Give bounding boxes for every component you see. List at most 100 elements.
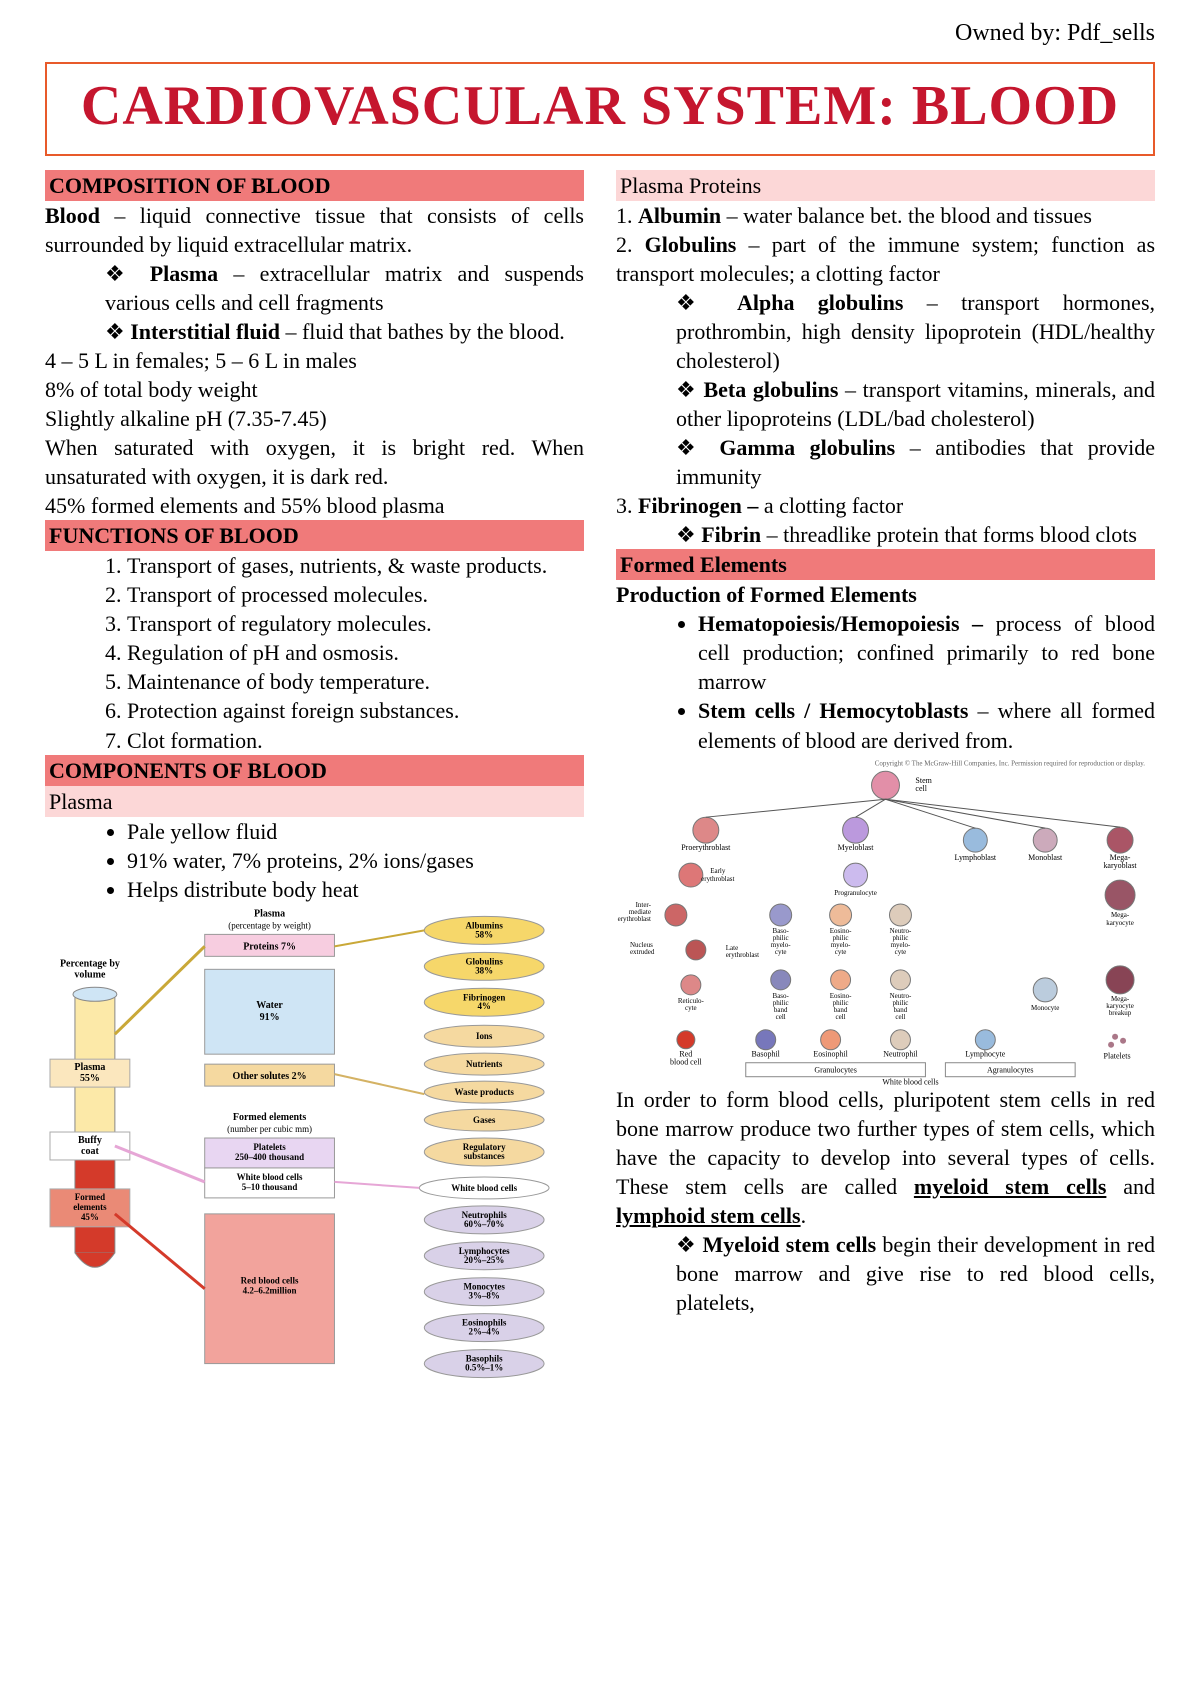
- c2: 91% water, 7% proteins, 2% ions/gases: [127, 846, 584, 875]
- svg-text:Neutrophil: Neutrophil: [883, 1049, 918, 1058]
- myeloid-bullet: Myeloid stem cells begin their developme…: [676, 1230, 1155, 1317]
- stem-cells-paragraph: In order to form blood cells, pluripoten…: [616, 1085, 1155, 1230]
- svg-text:Platelets: Platelets: [1104, 1051, 1131, 1060]
- fact-color: When saturated with oxygen, it is bright…: [45, 433, 584, 491]
- owned-by-label: Owned by: Pdf_sells: [955, 18, 1155, 50]
- svg-text:Water91%: Water91%: [256, 1000, 283, 1023]
- p1e: .: [801, 1203, 807, 1228]
- beta-b: Beta globulins: [703, 377, 838, 402]
- header-composition: COMPOSITION OF BLOOD: [45, 170, 584, 201]
- stem-bullet: Stem cells / Hemocytoblasts – where all …: [698, 696, 1155, 754]
- p1d: lymphoid stem cells: [616, 1203, 801, 1228]
- header-formed-elements: Formed Elements: [616, 549, 1155, 580]
- svg-text:Neutrophils60%–70%: Neutrophils60%–70%: [462, 1210, 508, 1229]
- svg-text:Red blood cells4.2–6.2million: Red blood cells4.2–6.2million: [241, 1275, 299, 1295]
- alpha-bullet: Alpha globulins – transport hormones, pr…: [676, 288, 1155, 375]
- blood-text: – liquid connective tissue that consists…: [45, 203, 584, 257]
- svg-text:Lymphoblast: Lymphoblast: [955, 853, 997, 862]
- svg-text:Basophil: Basophil: [752, 1049, 781, 1058]
- title-container: CARDIOVASCULAR SYSTEM: BLOOD: [45, 62, 1155, 156]
- fib-t: a clotting factor: [758, 493, 903, 518]
- composition-bullets: Plasma – extracellular matrix and suspen…: [45, 259, 584, 346]
- myeloid-bullets: Myeloid stem cells begin their developme…: [616, 1230, 1155, 1317]
- fact-composition: 45% formed elements and 55% blood plasma: [45, 491, 584, 520]
- gamma-b: Gamma globulins: [719, 435, 895, 460]
- svg-text:White blood cells5–10 thousand: White blood cells5–10 thousand: [237, 1172, 303, 1192]
- blood-definition: Blood – liquid connective tissue that co…: [45, 201, 584, 259]
- svg-text:Basophils0.5%–1%: Basophils0.5%–1%: [465, 1353, 503, 1372]
- svg-text:Copyright © The McGraw-Hill Co: Copyright © The McGraw-Hill Companies, I…: [875, 759, 1146, 767]
- fact-ph: Slightly alkaline pH (7.35-7.45): [45, 404, 584, 433]
- fn6: Protection against foreign substances.: [127, 696, 584, 725]
- fn3: Transport of regulatory molecules.: [127, 609, 584, 638]
- fn2: Transport of processed molecules.: [127, 580, 584, 609]
- plasma-diagram: Percentage byvolume Plasma55% Buffycoat …: [45, 904, 584, 1384]
- svg-text:Nucleusextruded: Nucleusextruded: [630, 940, 655, 955]
- svg-text:Waste products: Waste products: [454, 1087, 514, 1097]
- fn1: Transport of gases, nutrients, & waste p…: [127, 551, 584, 580]
- beta-bullet: Beta globulins – transport vitamins, min…: [676, 375, 1155, 433]
- fact-weight: 8% of total body weight: [45, 375, 584, 404]
- two-column-layout: COMPOSITION OF BLOOD Blood – liquid conn…: [45, 170, 1155, 1384]
- production-bullets: Hematopoiesis/Hemopoiesis – process of b…: [616, 609, 1155, 754]
- fn7: Clot formation.: [127, 726, 584, 755]
- fibrinogen-row: 3. Fibrinogen – a clotting factor: [616, 491, 1155, 520]
- alpha-b: Alpha globulins: [737, 290, 903, 315]
- plasma-bullet: Plasma – extracellular matrix and suspen…: [105, 259, 584, 317]
- fibrin-bullets: Fibrin – threadlike protein that forms b…: [616, 520, 1155, 549]
- fn5: Maintenance of body temperature.: [127, 667, 584, 696]
- c1: Pale yellow fluid: [127, 817, 584, 846]
- plasma-bullets: Pale yellow fluid 91% water, 7% proteins…: [45, 817, 584, 904]
- int-b: Interstitial fluid: [130, 319, 280, 344]
- svg-text:Plasma: Plasma: [254, 908, 285, 919]
- svg-text:Progranulocyte: Progranulocyte: [834, 889, 877, 897]
- hemato-b: Hematopoiesis/Hemopoiesis –: [698, 611, 983, 636]
- alb-b: Albumin: [638, 203, 721, 228]
- c3: Helps distribute body heat: [127, 875, 584, 904]
- svg-text:Buffycoat: Buffycoat: [78, 1135, 102, 1157]
- plasma-b: Plasma: [150, 261, 218, 286]
- fibrin-t: – threadlike protein that forms blood cl…: [761, 522, 1137, 547]
- svg-text:Monocytes3%–8%: Monocytes3%–8%: [464, 1281, 506, 1300]
- header-plasma-proteins: Plasma Proteins: [616, 170, 1155, 201]
- fn4: Regulation of pH and osmosis.: [127, 638, 584, 667]
- svg-text:White blood cells: White blood cells: [882, 1077, 938, 1084]
- svg-text:Gases: Gases: [473, 1115, 496, 1125]
- svg-text:Myeloblast: Myeloblast: [838, 843, 875, 852]
- gamma-bullet: Gamma globulins – antibodies that provid…: [676, 433, 1155, 491]
- fib-b: Fibrinogen –: [638, 493, 758, 518]
- svg-text:Monoblast: Monoblast: [1028, 853, 1063, 862]
- int-t: – fluid that bathes by the blood.: [280, 319, 565, 344]
- svg-text:Granulocytes: Granulocytes: [814, 1065, 857, 1074]
- fact-volumes: 4 – 5 L in females; 5 – 6 L in males: [45, 346, 584, 375]
- svg-text:(percentage by weight): (percentage by weight): [228, 920, 311, 930]
- svg-text:Proteins 7%: Proteins 7%: [243, 941, 296, 952]
- glob-b: Globulins: [645, 232, 737, 257]
- svg-text:Eosinophil: Eosinophil: [813, 1049, 848, 1058]
- hematopoiesis-diagram: Copyright © The McGraw-Hill Companies, I…: [616, 755, 1155, 1085]
- svg-text:Nutrients: Nutrients: [466, 1059, 503, 1069]
- p1b: myeloid stem cells: [914, 1174, 1107, 1199]
- svg-text:Ions: Ions: [476, 1031, 493, 1041]
- svg-text:Regulatorysubstances: Regulatorysubstances: [463, 1142, 506, 1161]
- svg-text:Agranulocytes: Agranulocytes: [987, 1065, 1033, 1074]
- albumin-row: 1. Albumin – water balance bet. the bloo…: [616, 201, 1155, 230]
- svg-text:Formed elements: Formed elements: [233, 1112, 306, 1123]
- interstitial-bullet: Interstitial fluid – fluid that bathes b…: [105, 317, 584, 346]
- svg-text:Monocyte: Monocyte: [1031, 1003, 1059, 1011]
- right-column: Plasma Proteins 1. Albumin – water balan…: [616, 170, 1155, 1384]
- header-components: COMPONENTS OF BLOOD: [45, 755, 584, 786]
- fibrin-bullet: Fibrin – threadlike protein that forms b…: [676, 520, 1155, 549]
- alb-t: – water balance bet. the blood and tissu…: [721, 203, 1092, 228]
- stem-b: Stem cells / Hemocytoblasts: [698, 698, 968, 723]
- myeloid-b: Myeloid stem cells: [703, 1232, 877, 1257]
- p1c: and: [1106, 1174, 1155, 1199]
- production-heading: Production of Formed Elements: [616, 580, 1155, 609]
- blood-bold: Blood: [45, 203, 100, 228]
- header-functions: FUNCTIONS OF BLOOD: [45, 520, 584, 551]
- svg-text:(number per cubic mm): (number per cubic mm): [227, 1124, 312, 1134]
- svg-text:White blood cells: White blood cells: [451, 1183, 517, 1193]
- globulin-bullets: Alpha globulins – transport hormones, pr…: [616, 288, 1155, 491]
- svg-text:Lymphocyte: Lymphocyte: [965, 1049, 1005, 1058]
- left-column: COMPOSITION OF BLOOD Blood – liquid conn…: [45, 170, 584, 1384]
